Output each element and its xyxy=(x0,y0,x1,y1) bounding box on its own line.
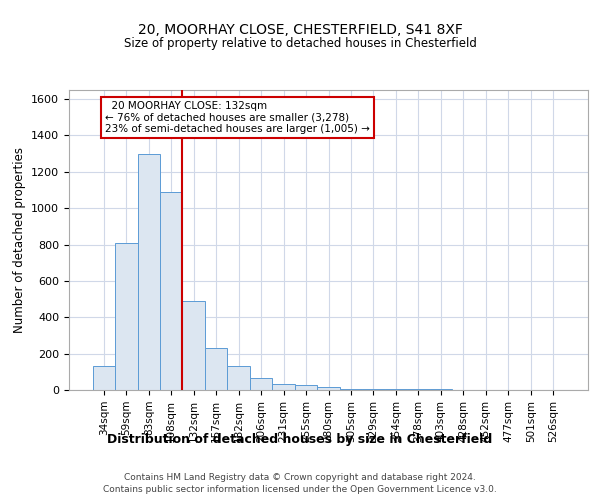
Text: 20 MOORHAY CLOSE: 132sqm
← 76% of detached houses are smaller (3,278)
23% of sem: 20 MOORHAY CLOSE: 132sqm ← 76% of detach… xyxy=(105,101,370,134)
Text: Size of property relative to detached houses in Chesterfield: Size of property relative to detached ho… xyxy=(124,38,476,51)
Bar xyxy=(92,366,115,390)
Y-axis label: Number of detached properties: Number of detached properties xyxy=(13,147,26,333)
Bar xyxy=(272,384,295,390)
Bar xyxy=(385,389,407,390)
Text: Contains public sector information licensed under the Open Government Licence v3: Contains public sector information licen… xyxy=(103,485,497,494)
Bar xyxy=(295,386,317,390)
Bar xyxy=(407,389,430,390)
Bar xyxy=(362,389,385,390)
Bar xyxy=(250,378,272,390)
Bar xyxy=(160,192,182,390)
Bar xyxy=(115,242,137,390)
Text: Contains HM Land Registry data © Crown copyright and database right 2024.: Contains HM Land Registry data © Crown c… xyxy=(124,472,476,482)
Text: Distribution of detached houses by size in Chesterfield: Distribution of detached houses by size … xyxy=(107,432,493,446)
Bar xyxy=(340,389,362,390)
Bar xyxy=(137,154,160,390)
Bar xyxy=(205,348,227,390)
Bar xyxy=(430,389,452,390)
Bar xyxy=(317,388,340,390)
Bar xyxy=(182,301,205,390)
Bar xyxy=(227,366,250,390)
Text: 20, MOORHAY CLOSE, CHESTERFIELD, S41 8XF: 20, MOORHAY CLOSE, CHESTERFIELD, S41 8XF xyxy=(137,22,463,36)
